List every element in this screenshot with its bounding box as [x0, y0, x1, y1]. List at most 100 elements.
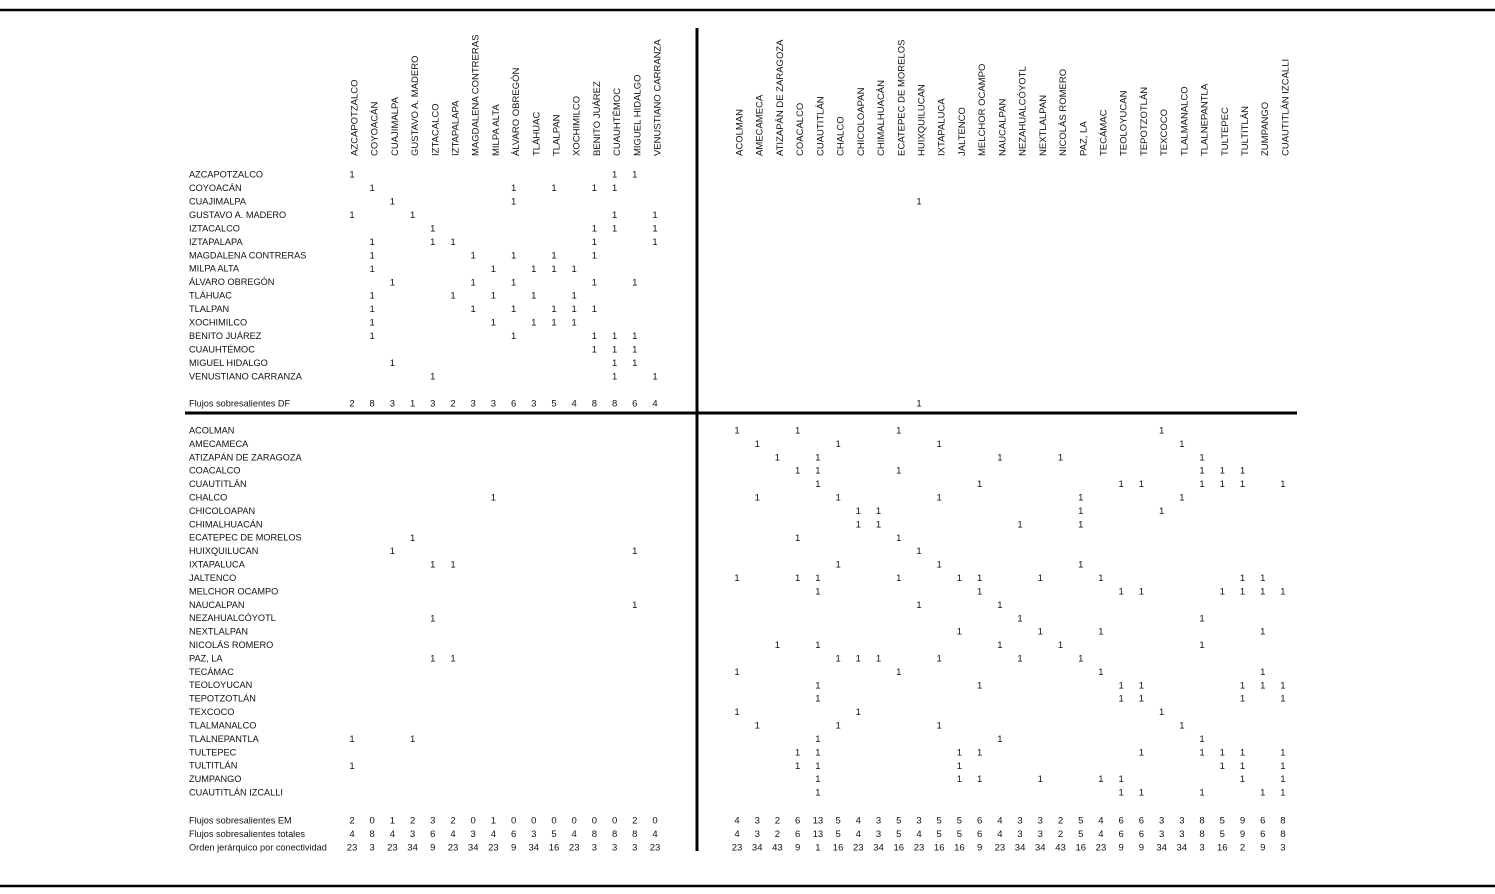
cell: 1: [1139, 747, 1144, 758]
column-header: ÁLVARO OBREGÓN: [511, 68, 522, 156]
row-label: PAZ, LA: [189, 653, 223, 663]
cell: 1: [937, 653, 942, 664]
cell: 2: [632, 816, 637, 827]
cell: 1: [572, 291, 577, 302]
cell: 3: [592, 843, 597, 854]
column-header: COACALCO: [795, 103, 806, 156]
cell: 1: [531, 264, 536, 275]
cell: 1: [1280, 761, 1285, 772]
cell: 6: [977, 829, 982, 840]
cell: 1: [896, 573, 901, 584]
cell: 6: [795, 829, 800, 840]
column-header: MELCHOR OCAMPO: [977, 64, 988, 156]
cell: 1: [370, 237, 375, 248]
cell: 1: [1260, 788, 1265, 799]
row-label: Flujos sobresalientes EM: [189, 815, 292, 825]
row-label: NAUCALPAN: [189, 600, 244, 610]
cell: 0: [592, 816, 597, 827]
cell: 34: [752, 843, 763, 854]
cell: 5: [835, 829, 840, 840]
cell: 1: [1240, 466, 1245, 477]
cell: 3: [1017, 816, 1022, 827]
cell: 1: [430, 653, 435, 664]
cell: 1: [410, 533, 415, 544]
column-header: CUAJIMALPA: [390, 96, 401, 156]
cell: 4: [734, 829, 739, 840]
cell: 1: [612, 210, 617, 221]
cell: 1: [997, 600, 1002, 611]
cell: 3: [612, 843, 617, 854]
row-label: TLÁHUAC: [189, 291, 232, 301]
cell: 1: [1199, 479, 1204, 490]
cell: 1: [450, 560, 455, 571]
cell: 1: [1199, 640, 1204, 651]
cell: 6: [1260, 829, 1265, 840]
cell: 4: [652, 829, 657, 840]
row-label: ÁLVARO OBREGÓN: [189, 277, 274, 287]
cell: 1: [1280, 788, 1285, 799]
row-label: TLALMANALCO: [189, 720, 256, 730]
column-header: TLALMANALCO: [1179, 86, 1190, 156]
cell: 1: [612, 223, 617, 234]
cell: 4: [916, 829, 921, 840]
cell: 3: [410, 829, 415, 840]
cell: 6: [977, 816, 982, 827]
row-label: ACOLMAN: [189, 425, 234, 435]
cell: 1: [1220, 586, 1225, 597]
cell: 1: [815, 466, 820, 477]
cell: 1: [531, 318, 536, 329]
row-label: COACALCO: [189, 466, 241, 476]
cell: 1: [1260, 680, 1265, 691]
cell: 1: [815, 680, 820, 691]
cell: 1: [511, 277, 516, 288]
cell: 3: [755, 816, 760, 827]
cell: 1: [632, 358, 637, 369]
cell: 1: [815, 734, 820, 745]
column-header: NEZAHUALCÓYOTL: [1018, 66, 1029, 156]
cell: 1: [1240, 573, 1245, 584]
cell: 1: [815, 747, 820, 758]
cell: 1: [795, 747, 800, 758]
cell: 4: [390, 829, 395, 840]
cell: 1: [937, 439, 942, 450]
column-header: ACOLMAN: [735, 109, 746, 156]
cell: 1: [795, 426, 800, 437]
cell: 23: [732, 843, 743, 854]
cell: 34: [1035, 843, 1046, 854]
cell: 8: [1280, 816, 1285, 827]
column-header: GUSTAVO A. MADERO: [410, 56, 421, 156]
cell: 1: [977, 747, 982, 758]
cell: 1: [349, 210, 354, 221]
column-header: CHIMALHUACÁN: [876, 80, 887, 156]
cell: 1: [775, 640, 780, 651]
cell: 1: [551, 250, 556, 261]
cell: 1: [410, 210, 415, 221]
cell: 3: [1038, 816, 1043, 827]
cell: 1: [370, 318, 375, 329]
cell: 1: [450, 237, 455, 248]
cell: 1: [856, 707, 861, 718]
cell: 5: [1220, 816, 1225, 827]
cell: 4: [1098, 829, 1103, 840]
cell: 3: [1017, 829, 1022, 840]
row-label: MIGUEL HIDALGO: [189, 358, 268, 368]
column-header: CUAUHTÉMOC: [612, 88, 623, 156]
cell: 2: [775, 816, 780, 827]
column-header: TULTITLÁN: [1240, 106, 1251, 156]
cell: 3: [430, 399, 435, 410]
cell: 1: [896, 667, 901, 678]
cell: 3: [876, 816, 881, 827]
cell: 1: [390, 816, 395, 827]
cell: 3: [1159, 829, 1164, 840]
cell: 0: [370, 816, 375, 827]
cell: 6: [430, 829, 435, 840]
cell: 1: [835, 560, 840, 571]
cell: 1: [652, 372, 657, 383]
cell: 9: [977, 843, 982, 854]
cell: 1: [916, 399, 921, 410]
cell: 16: [833, 843, 844, 854]
cell: 1: [1119, 680, 1124, 691]
column-header: IZTACALCO: [430, 103, 441, 156]
row-label: CHICOLOAPAN: [189, 506, 255, 516]
